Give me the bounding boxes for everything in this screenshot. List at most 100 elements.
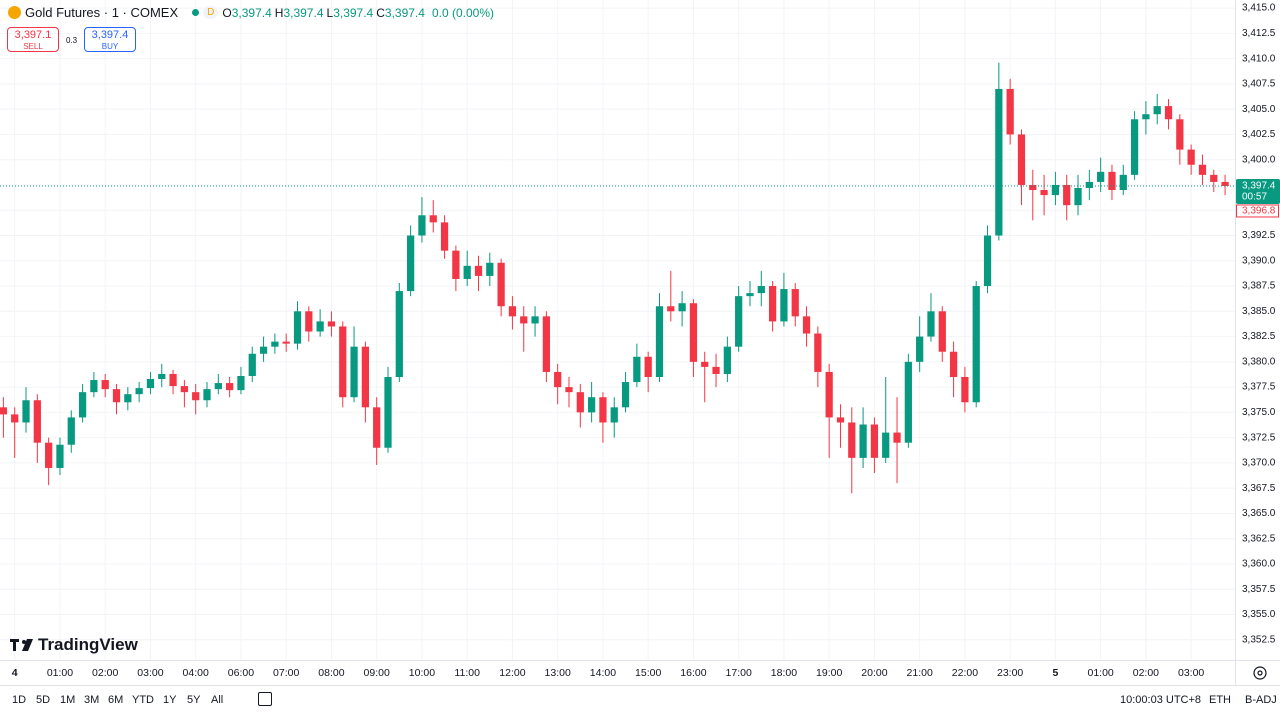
candle-body [983,235,992,287]
buy-label: BUY [101,42,119,51]
range-button[interactable]: 5Y [187,694,201,706]
y-tick-label: 3,392.5 [1242,230,1276,241]
candle-body [463,265,471,279]
y-tick-label: 3,365.0 [1242,508,1276,519]
candle-body [1085,181,1093,188]
range-button[interactable]: All [211,694,224,706]
range-button[interactable]: 6M [108,694,124,706]
candle-body [45,442,53,468]
x-tick-label: 23:00 [997,667,1023,679]
x-tick-label: 21:00 [907,667,933,679]
x-tick-label: 03:00 [1178,667,1204,679]
candle-body [56,444,64,468]
x-tick-label: 07:00 [273,667,299,679]
adjustment[interactable]: B-ADJ [1245,694,1277,706]
date-range-icon[interactable] [258,692,272,706]
candle-body [904,361,912,443]
candle-body [531,316,539,324]
candle-body [0,407,8,415]
candle-body [11,414,19,423]
badge: D [203,6,219,19]
buy-button[interactable]: 3,397.4 BUY [84,27,136,52]
candle-body [1142,114,1150,120]
candle-body [101,380,109,390]
candle-body [1006,88,1014,135]
candle-body [124,394,132,403]
candle-body [440,222,449,251]
candle-body [1108,171,1116,191]
y-tick-label: 3,357.5 [1242,584,1276,595]
x-tick-label: 02:00 [92,667,118,679]
candle-body [995,88,1003,236]
candle-body [1187,149,1195,165]
x-tick-label: 12:00 [499,667,525,679]
y-tick-label: 3,402.5 [1242,129,1276,140]
range-button[interactable]: 1D [12,694,27,706]
y-tick-label: 3,387.5 [1242,281,1276,292]
candle-body [576,392,584,413]
y-tick-label: 3,352.5 [1242,634,1276,645]
x-tick-label: 5 [1052,667,1058,679]
candle-body [938,311,946,352]
session[interactable]: ETH [1209,694,1231,706]
candle-body [1017,134,1026,185]
range-button[interactable]: YTD [132,694,154,706]
x-tick-label: 04:00 [183,667,209,679]
y-tick-label: 3,385.0 [1242,306,1276,317]
logo-mark [22,639,33,651]
ohlc-value: 3,397.4 [283,5,324,20]
candle-body [633,356,641,383]
candle-body [610,407,618,423]
candle-body [735,296,743,347]
range-button[interactable]: 1Y [163,694,177,706]
candle-body [927,311,935,337]
x-tick-label: 15:00 [635,667,661,679]
y-tick-label: 3,400.0 [1242,154,1276,165]
candle-body [214,383,222,390]
range-button[interactable]: 1M [60,694,76,706]
candle-body [961,376,969,403]
candle-body [1074,187,1082,206]
candle-body [712,366,720,374]
candle-body [949,351,958,377]
sell-button[interactable]: 3,397.1 SELL [7,27,59,52]
candle-body [848,422,856,458]
symbol[interactable]: Gold Futures · 1 · COMEX [25,5,179,20]
candle-body [384,376,392,448]
x-tick-label: 10:00 [409,667,435,679]
ohlc-key: C [376,5,385,20]
change: 0.0 (0.00%) [431,5,494,20]
y-tick-label: 3,370.0 [1242,458,1276,469]
x-tick-label: 20:00 [861,667,887,679]
x-tick-label: 4 [12,667,18,679]
logo: TradingView [10,635,139,654]
spread: 0.3 [66,36,78,45]
candle-body [644,356,652,377]
x-tick-label: 01:00 [47,667,73,679]
candle-body [1164,106,1173,120]
candle-body [1176,119,1184,150]
candle-body [1119,174,1127,191]
candle-body [599,397,607,423]
candle-body [33,400,41,443]
settings-icon[interactable] [1253,666,1267,680]
candle-body [1029,184,1037,191]
candle-body [1210,174,1218,182]
logo-text: TradingView [38,635,139,654]
bid-price-label: 3,396.8 [1242,206,1276,217]
candle-body [520,316,528,324]
legend: Gold Futures · 1 · COMEX D O3,397.4 H3,39… [8,5,494,20]
candle-body [112,389,121,403]
range-button[interactable]: 3M [84,694,100,706]
candle-body [802,316,811,334]
x-tick-label: 08:00 [318,667,344,679]
countdown: 00:57 [1242,192,1267,203]
candle-body [757,286,765,294]
toolbar: 10:00:03 UTC+8 ETH B-ADJ 1D 5D 1M 3M 6M YTD 1Y… [0,685,1280,713]
candle-body [587,397,596,413]
range-button[interactable]: 5D [36,694,51,706]
candle-body [701,361,709,367]
candle-body [542,316,550,372]
candle-body [655,306,664,377]
logo-mark [22,640,26,644]
